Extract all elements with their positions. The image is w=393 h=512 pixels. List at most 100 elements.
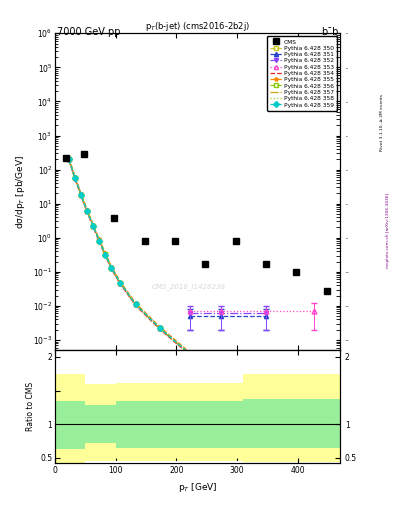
Pythia 6.428 351 bbox=[97, 237, 102, 243]
Bar bbox=[85, 405, 116, 443]
Pythia 6.428 356 bbox=[118, 280, 123, 286]
Pythia 6.428 359 bbox=[85, 208, 90, 215]
Pythia 6.428 356 bbox=[158, 325, 162, 331]
Bar bbox=[116, 382, 243, 461]
Pythia 6.428 357 bbox=[85, 208, 90, 215]
Pythia 6.428 357 bbox=[103, 252, 108, 258]
X-axis label: p$_{T}$ [GeV]: p$_{T}$ [GeV] bbox=[178, 481, 217, 494]
Pythia 6.428 352 bbox=[91, 223, 95, 229]
CMS bbox=[264, 261, 268, 267]
Bar bbox=[85, 461, 243, 463]
Pythia 6.428 358 bbox=[85, 208, 90, 214]
Pythia 6.428 350 bbox=[103, 251, 108, 258]
Pythia 6.428 356 bbox=[97, 238, 102, 244]
Pythia 6.428 358 bbox=[109, 265, 114, 271]
Pythia 6.428 350 bbox=[73, 175, 77, 181]
Line: Pythia 6.428 352: Pythia 6.428 352 bbox=[67, 158, 192, 357]
Pythia 6.428 355 bbox=[73, 174, 77, 180]
Pythia 6.428 357 bbox=[188, 351, 193, 357]
Pythia 6.428 355 bbox=[103, 250, 108, 257]
Pythia 6.428 358 bbox=[133, 301, 138, 307]
Pythia 6.428 352 bbox=[133, 302, 138, 308]
Pythia 6.428 353 bbox=[103, 251, 108, 257]
Pythia 6.428 353 bbox=[97, 237, 102, 243]
Pythia 6.428 359 bbox=[66, 156, 71, 162]
Pythia 6.428 355 bbox=[158, 324, 162, 330]
Pythia 6.428 354 bbox=[109, 266, 114, 272]
Line: Pythia 6.428 354: Pythia 6.428 354 bbox=[69, 160, 190, 355]
Pythia 6.428 355 bbox=[66, 155, 71, 161]
CMS bbox=[294, 269, 299, 275]
Bar bbox=[55, 374, 85, 465]
Pythia 6.428 352 bbox=[73, 176, 77, 182]
Pythia 6.428 359 bbox=[118, 280, 123, 286]
Pythia 6.428 359 bbox=[103, 251, 108, 258]
Text: CMS_2016_I1426238: CMS_2016_I1426238 bbox=[152, 284, 226, 290]
Pythia 6.428 352 bbox=[66, 157, 71, 163]
Pythia 6.428 357 bbox=[158, 325, 162, 331]
Pythia 6.428 354 bbox=[97, 239, 102, 245]
Pythia 6.428 354 bbox=[73, 176, 77, 182]
Pythia 6.428 353 bbox=[188, 351, 193, 357]
CMS bbox=[173, 238, 177, 244]
Pythia 6.428 356 bbox=[73, 175, 77, 181]
Bar bbox=[55, 401, 85, 449]
Pythia 6.428 351 bbox=[109, 264, 114, 270]
Pythia 6.428 353 bbox=[118, 280, 123, 286]
CMS bbox=[203, 261, 208, 267]
Pythia 6.428 357 bbox=[133, 302, 138, 308]
Pythia 6.428 354 bbox=[158, 326, 162, 332]
Pythia 6.428 351 bbox=[118, 280, 123, 286]
Pythia 6.428 354 bbox=[85, 209, 90, 216]
Line: Pythia 6.428 351: Pythia 6.428 351 bbox=[67, 157, 192, 356]
Pythia 6.428 354 bbox=[66, 157, 71, 163]
Pythia 6.428 354 bbox=[188, 352, 193, 358]
Pythia 6.428 352 bbox=[109, 265, 114, 271]
Pythia 6.428 356 bbox=[188, 351, 193, 357]
Line: Pythia 6.428 357: Pythia 6.428 357 bbox=[69, 159, 190, 354]
Pythia 6.428 356 bbox=[85, 208, 90, 214]
Pythia 6.428 352 bbox=[103, 252, 108, 258]
Pythia 6.428 358 bbox=[79, 191, 83, 198]
Pythia 6.428 359 bbox=[79, 192, 83, 198]
Line: Pythia 6.428 353: Pythia 6.428 353 bbox=[67, 157, 192, 356]
Pythia 6.428 352 bbox=[118, 281, 123, 287]
Pythia 6.428 355 bbox=[133, 300, 138, 306]
Line: Pythia 6.428 359: Pythia 6.428 359 bbox=[67, 157, 192, 356]
Pythia 6.428 351 bbox=[73, 175, 77, 181]
Pythia 6.428 358 bbox=[158, 325, 162, 331]
Pythia 6.428 350 bbox=[188, 351, 193, 357]
Legend: CMS, Pythia 6.428 350, Pythia 6.428 351, Pythia 6.428 352, Pythia 6.428 353, Pyt: CMS, Pythia 6.428 350, Pythia 6.428 351,… bbox=[266, 36, 337, 111]
Pythia 6.428 357 bbox=[79, 192, 83, 198]
Bar bbox=[243, 399, 340, 448]
Pythia 6.428 351 bbox=[85, 207, 90, 214]
Pythia 6.428 356 bbox=[103, 251, 108, 258]
Pythia 6.428 352 bbox=[158, 326, 162, 332]
Pythia 6.428 359 bbox=[158, 325, 162, 331]
Line: CMS: CMS bbox=[63, 151, 330, 294]
Pythia 6.428 353 bbox=[158, 325, 162, 331]
Pythia 6.428 357 bbox=[66, 156, 71, 162]
Pythia 6.428 353 bbox=[73, 175, 77, 181]
Pythia 6.428 359 bbox=[73, 175, 77, 181]
Pythia 6.428 358 bbox=[66, 156, 71, 162]
Pythia 6.428 357 bbox=[97, 238, 102, 244]
Pythia 6.428 359 bbox=[97, 238, 102, 244]
Pythia 6.428 359 bbox=[109, 265, 114, 271]
Pythia 6.428 356 bbox=[91, 223, 95, 229]
CMS bbox=[82, 151, 86, 157]
Pythia 6.428 350 bbox=[66, 156, 71, 162]
Pythia 6.428 350 bbox=[79, 192, 83, 198]
Pythia 6.428 354 bbox=[103, 252, 108, 259]
Pythia 6.428 354 bbox=[118, 281, 123, 287]
Pythia 6.428 350 bbox=[91, 223, 95, 229]
Pythia 6.428 359 bbox=[188, 351, 193, 357]
Text: b¯b: b¯b bbox=[321, 27, 339, 37]
Pythia 6.428 355 bbox=[79, 190, 83, 197]
Bar bbox=[243, 374, 340, 462]
Pythia 6.428 358 bbox=[188, 351, 193, 357]
Pythia 6.428 352 bbox=[188, 352, 193, 358]
Pythia 6.428 351 bbox=[133, 301, 138, 307]
Pythia 6.428 353 bbox=[66, 156, 71, 162]
Pythia 6.428 354 bbox=[91, 224, 95, 230]
